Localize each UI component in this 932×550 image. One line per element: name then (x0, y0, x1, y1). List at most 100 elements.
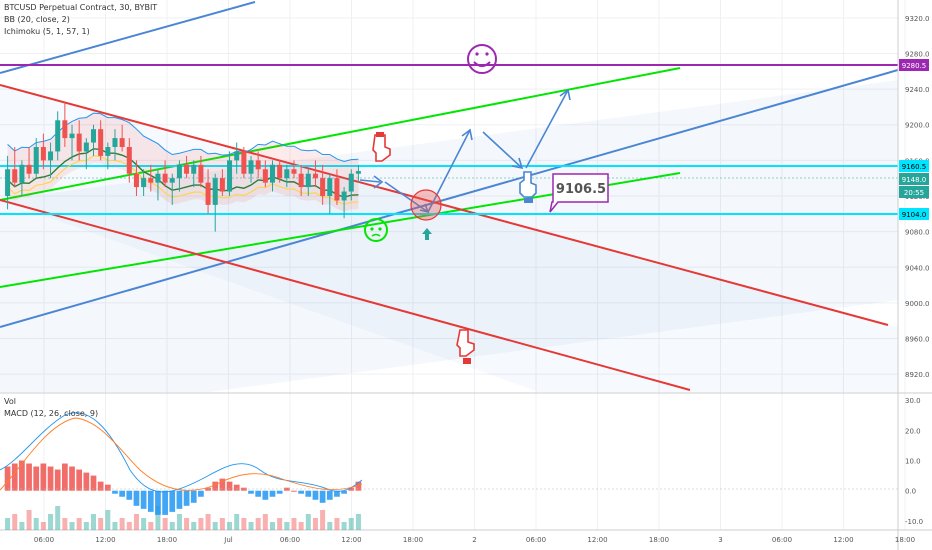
legend-vol[interactable]: Vol (4, 397, 16, 406)
macd-hist-bar (198, 490, 204, 497)
candle (320, 164, 326, 205)
price-tag-last: 9148.0 (899, 173, 929, 185)
candle (5, 155, 11, 210)
price-tag-cyan-top: 9160.5 (899, 160, 929, 172)
channel-fill-blue (0, 80, 898, 392)
macd-hist-bar (162, 490, 168, 515)
volume-bar (227, 522, 233, 530)
volume-bar (327, 522, 333, 530)
macd-hist-bar (119, 490, 126, 497)
macd-tick-label: 0.0 (905, 488, 916, 496)
price-tag-cyan-bottom: 9104.0 (899, 208, 929, 220)
volume-bar (184, 518, 190, 530)
macd-hist-bar (212, 481, 219, 491)
price-tag-high-text: 9280.5 (902, 62, 927, 70)
happy-smiley-icon (467, 44, 497, 74)
macd-line (0, 412, 363, 493)
volume-bar (312, 518, 318, 530)
price-tag-countdown: 20:55 (899, 186, 929, 198)
volume-bar (341, 522, 347, 530)
volume-bar (98, 518, 104, 530)
candle (355, 164, 361, 183)
channel-fill-red (0, 85, 898, 392)
price-tag-cyan-bottom-text: 9104.0 (902, 211, 927, 219)
candle (12, 147, 18, 188)
red-trendline-upper[interactable] (0, 84, 889, 326)
volume-bar (62, 518, 68, 530)
candle (55, 111, 61, 161)
candle (341, 187, 347, 219)
hand-pointing-down-icon (372, 132, 391, 162)
volume-bar (112, 522, 118, 530)
candle (277, 160, 283, 183)
price-tick-label: 9040.0 (905, 264, 930, 272)
blue-trendline-upper[interactable] (0, 1, 256, 74)
price-tag-high: 9280.5 (899, 59, 929, 71)
volume-bar (248, 522, 254, 530)
time-tick-label: 06:00 (34, 536, 54, 544)
candle (26, 147, 32, 179)
price-tick-label: 8960.0 (905, 336, 930, 344)
volume-bar (234, 514, 240, 530)
volume-bar (90, 514, 97, 530)
candle (255, 151, 261, 179)
macd-hist-bar (262, 490, 269, 500)
volume-bar (12, 514, 18, 530)
green-face-icon (364, 218, 388, 242)
volume-bar (148, 522, 154, 530)
legend-macd[interactable]: MACD (12, 26, close, 9) (4, 409, 99, 418)
time-tick-label: 2 (472, 536, 476, 544)
macd-hist-bar (54, 469, 61, 491)
volume-bar (162, 518, 168, 530)
candle (148, 164, 154, 192)
volume-bar (355, 514, 361, 530)
candle (227, 151, 233, 196)
candle (269, 160, 276, 192)
hand-pointing-down-icon-lower (456, 329, 475, 364)
volume-bar (69, 522, 75, 530)
macd-hist-bar (190, 490, 197, 503)
time-tick-label: 12:00 (341, 536, 361, 544)
macd-hist-bar (112, 490, 118, 494)
candle (69, 124, 75, 161)
candle (112, 129, 118, 161)
volume-bar (5, 518, 11, 530)
macd-hist-bar (140, 490, 147, 509)
macd-hist-bar (26, 463, 32, 491)
candle (241, 147, 247, 179)
volume-bar (105, 510, 111, 530)
candle (126, 138, 132, 183)
signal-line (0, 417, 363, 491)
blue-trendline-lower[interactable] (0, 69, 898, 328)
red-trendline-lower[interactable] (0, 199, 691, 391)
volume-bar (176, 514, 182, 530)
macd-hist-bar (133, 490, 140, 506)
volume-bars (5, 506, 361, 530)
candle (334, 169, 340, 205)
legend-ichimoku[interactable]: Ichimoku (5, 1, 57, 1) (4, 27, 90, 36)
candle (76, 120, 82, 161)
legend-bb[interactable]: BB (20, close, 2) (4, 15, 70, 24)
volume-bar (169, 522, 175, 530)
candle (198, 155, 204, 188)
target-circle (410, 189, 442, 221)
macd-hist-bar (312, 490, 319, 500)
bb-lower-line (7, 155, 359, 205)
time-axis[interactable]: 06:00 12:00 18:00 Jul 06:00 12:00 18:00 2 06:00 1… (34, 536, 915, 544)
volume-bar (33, 518, 39, 530)
macd-hist-bar (33, 466, 40, 491)
candle (219, 169, 225, 196)
macd-hist-bar (47, 466, 54, 491)
legend-symbol[interactable]: BTCUSD Perpetual Contract, 30, BYBIT (4, 3, 158, 12)
macd-axis[interactable]: 30.0 20.0 10.0 0.0 -10.0 (905, 397, 923, 526)
candle (212, 173, 218, 232)
candle (291, 160, 297, 179)
macd-hist-bar (104, 484, 111, 491)
time-tick-label: 3 (718, 536, 722, 544)
candle (83, 138, 89, 170)
time-tick-label: 06:00 (526, 536, 546, 544)
price-tag-cyan-top-text: 9160.5 (902, 163, 927, 171)
time-tick-label: 18:00 (649, 536, 669, 544)
volume-bar (305, 514, 311, 530)
